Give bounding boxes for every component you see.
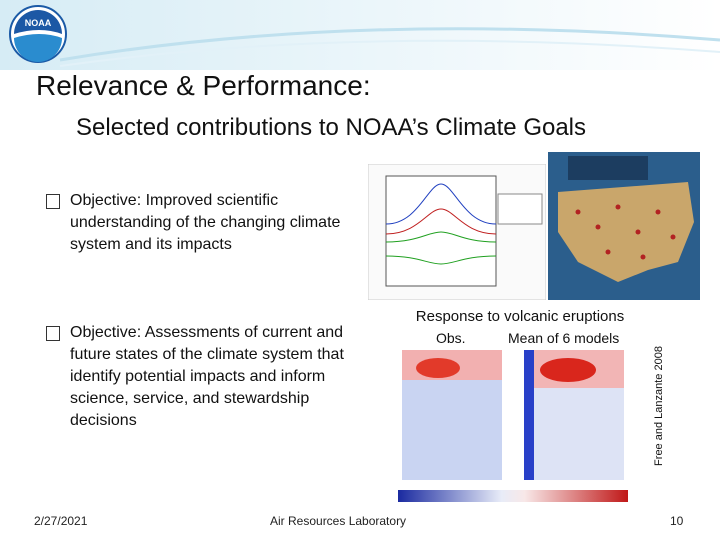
- footer-date: 2/27/2021: [34, 514, 88, 528]
- bullet: Objective: Assessments of current and fu…: [46, 322, 380, 432]
- subtitle: Selected contributions to NOAA’s Climate…: [76, 114, 587, 141]
- figure-credit: Free and Lanzante 2008: [653, 346, 665, 466]
- bullet-text: Objective: Improved scientific understan…: [70, 192, 341, 253]
- page-number: 10: [670, 514, 684, 528]
- figure-label: Obs.: [436, 330, 466, 346]
- volcanic-response-figure: [398, 350, 628, 502]
- footer-organization: Air Resources Laboratory: [270, 514, 407, 528]
- station-map: [548, 152, 700, 300]
- bullet-text: Objective: Assessments of current and fu…: [70, 324, 344, 429]
- header-band: NOAA: [0, 0, 720, 70]
- logo-text: NOAA: [25, 18, 52, 28]
- title: Relevance & Performance:: [36, 70, 371, 101]
- figure-title: Response to volcanic eruptions: [415, 308, 625, 325]
- energy-budget-figure: [368, 164, 546, 300]
- bullet: Objective: Improved scientific understan…: [46, 190, 380, 256]
- figure-label: Mean of 6 models: [508, 330, 620, 346]
